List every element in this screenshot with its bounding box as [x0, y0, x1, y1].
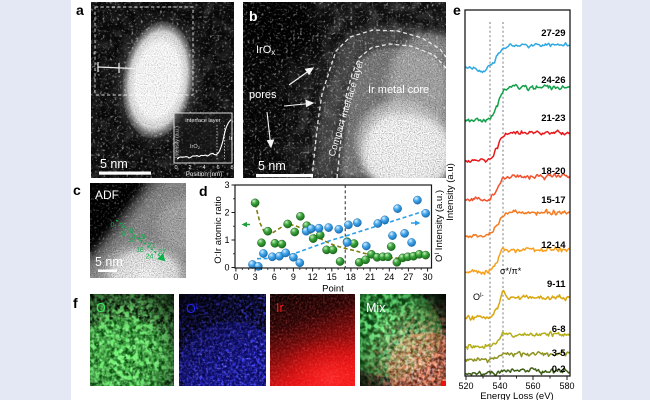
svg-text:pores: pores	[249, 89, 277, 101]
svg-text:5 nm: 5 nm	[95, 255, 123, 269]
svg-text:12: 12	[308, 272, 318, 282]
svg-text:30: 30	[423, 272, 433, 282]
svg-text:Energy Loss (eV): Energy Loss (eV)	[480, 391, 553, 400]
svg-text:580: 580	[559, 381, 574, 391]
svg-text:Ir: Ir	[276, 301, 284, 315]
svg-text:Point: Point	[322, 284, 344, 295]
svg-text:2: 2	[188, 165, 191, 171]
svg-text:12-14: 12-14	[541, 240, 566, 251]
svg-text:O:Ir atomic ratio: O:Ir atomic ratio	[213, 196, 224, 264]
svg-text:Intensity (a.u): Intensity (a.u)	[445, 163, 456, 221]
svg-text:560: 560	[525, 381, 540, 391]
svg-text:6-8: 6-8	[552, 324, 566, 335]
svg-text:520: 520	[458, 381, 473, 391]
svg-text:2: 2	[224, 208, 229, 218]
svg-text:O: O	[96, 301, 106, 315]
svg-text:3-5: 3-5	[552, 348, 566, 359]
svg-text:0-2: 0-2	[552, 364, 566, 375]
svg-text:4: 4	[202, 165, 205, 171]
svg-text:0: 0	[233, 272, 238, 282]
svg-text:24: 24	[146, 254, 154, 261]
svg-text:1: 1	[224, 235, 229, 245]
svg-text:6: 6	[216, 165, 219, 171]
svg-text:24: 24	[384, 272, 394, 282]
svg-text:9: 9	[291, 272, 296, 282]
svg-text:24-26: 24-26	[541, 75, 565, 86]
svg-text:6: 6	[121, 231, 125, 238]
svg-text:27-29: 27-29	[541, 28, 565, 39]
svg-text:Intensity (a.u.): Intensity (a.u.)	[175, 126, 181, 158]
svg-text:21-23: 21-23	[541, 113, 565, 124]
svg-text:3: 3	[253, 272, 258, 282]
svg-text:27: 27	[403, 272, 413, 282]
svg-text:IrOx: IrOx	[256, 44, 275, 57]
svg-text:8: 8	[230, 165, 233, 171]
svg-text:σ*/π*: σ*/π*	[500, 266, 522, 276]
svg-text:27: 27	[158, 249, 166, 256]
svg-text:Position (nm): Position (nm)	[186, 171, 222, 178]
svg-text:3: 3	[224, 180, 229, 190]
svg-text:6: 6	[272, 272, 277, 282]
svg-text:5 nm: 5 nm	[258, 159, 286, 173]
svg-text:Ir metal core: Ir metal core	[368, 84, 429, 96]
svg-text:9-11: 9-11	[547, 279, 566, 290]
svg-text:3: 3	[120, 223, 124, 230]
svg-text:OI-: OI-	[473, 292, 484, 302]
svg-text:interface layer: interface layer	[185, 118, 220, 124]
svg-text:15-17: 15-17	[541, 195, 565, 206]
svg-text:12: 12	[128, 237, 136, 244]
svg-text:18-20: 18-20	[541, 166, 565, 177]
svg-text:Mix: Mix	[366, 301, 386, 315]
svg-text:540: 540	[492, 381, 507, 391]
svg-text:0: 0	[224, 263, 229, 273]
svg-text:OI Intensity (a.u.): OI Intensity (a.u.)	[434, 190, 445, 262]
svg-text:Ir: Ir	[229, 136, 233, 142]
svg-text:15: 15	[138, 234, 146, 241]
svg-text:15: 15	[327, 272, 337, 282]
svg-text:IrO2: IrO2	[190, 144, 201, 150]
svg-text:ADF: ADF	[95, 188, 119, 202]
svg-text:5 nm: 5 nm	[100, 157, 128, 171]
svg-text:0: 0	[174, 165, 177, 171]
svg-text:21: 21	[365, 272, 375, 282]
svg-text:18: 18	[346, 272, 356, 282]
svg-text:9: 9	[130, 228, 134, 235]
svg-text:21: 21	[148, 243, 156, 250]
svg-text:0: 0	[111, 222, 115, 229]
svg-text:18: 18	[136, 247, 144, 254]
svg-text:b: b	[249, 8, 258, 24]
